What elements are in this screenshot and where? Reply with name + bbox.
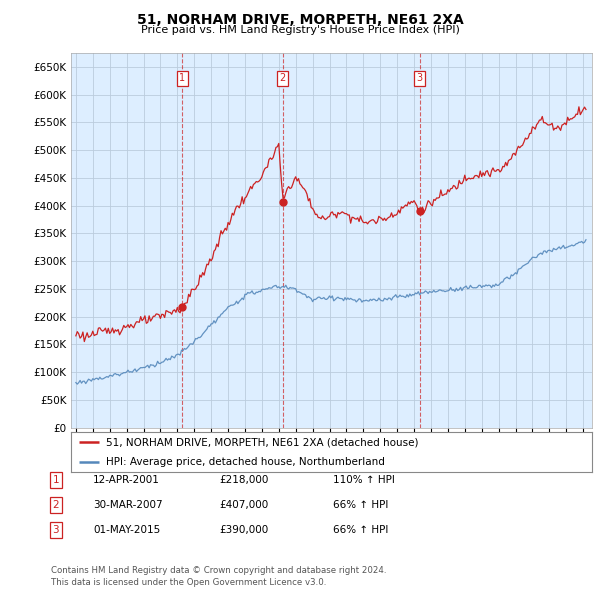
Text: 3: 3 [52, 525, 59, 535]
Text: 3: 3 [416, 73, 422, 83]
Text: 110% ↑ HPI: 110% ↑ HPI [333, 476, 395, 485]
Text: Price paid vs. HM Land Registry's House Price Index (HPI): Price paid vs. HM Land Registry's House … [140, 25, 460, 35]
Text: HPI: Average price, detached house, Northumberland: HPI: Average price, detached house, Nort… [106, 457, 385, 467]
Text: 66% ↑ HPI: 66% ↑ HPI [333, 500, 388, 510]
Text: £218,000: £218,000 [219, 476, 268, 485]
Text: 51, NORHAM DRIVE, MORPETH, NE61 2XA (detached house): 51, NORHAM DRIVE, MORPETH, NE61 2XA (det… [106, 437, 419, 447]
Text: 1: 1 [52, 476, 59, 485]
Text: 1: 1 [179, 73, 185, 83]
Text: 12-APR-2001: 12-APR-2001 [93, 476, 160, 485]
Text: 01-MAY-2015: 01-MAY-2015 [93, 525, 160, 535]
Text: £407,000: £407,000 [219, 500, 268, 510]
Text: Contains HM Land Registry data © Crown copyright and database right 2024.
This d: Contains HM Land Registry data © Crown c… [51, 566, 386, 587]
Text: 51, NORHAM DRIVE, MORPETH, NE61 2XA: 51, NORHAM DRIVE, MORPETH, NE61 2XA [137, 13, 463, 27]
Text: 2: 2 [52, 500, 59, 510]
Text: 30-MAR-2007: 30-MAR-2007 [93, 500, 163, 510]
Text: 2: 2 [280, 73, 286, 83]
Text: £390,000: £390,000 [219, 525, 268, 535]
Text: 66% ↑ HPI: 66% ↑ HPI [333, 525, 388, 535]
